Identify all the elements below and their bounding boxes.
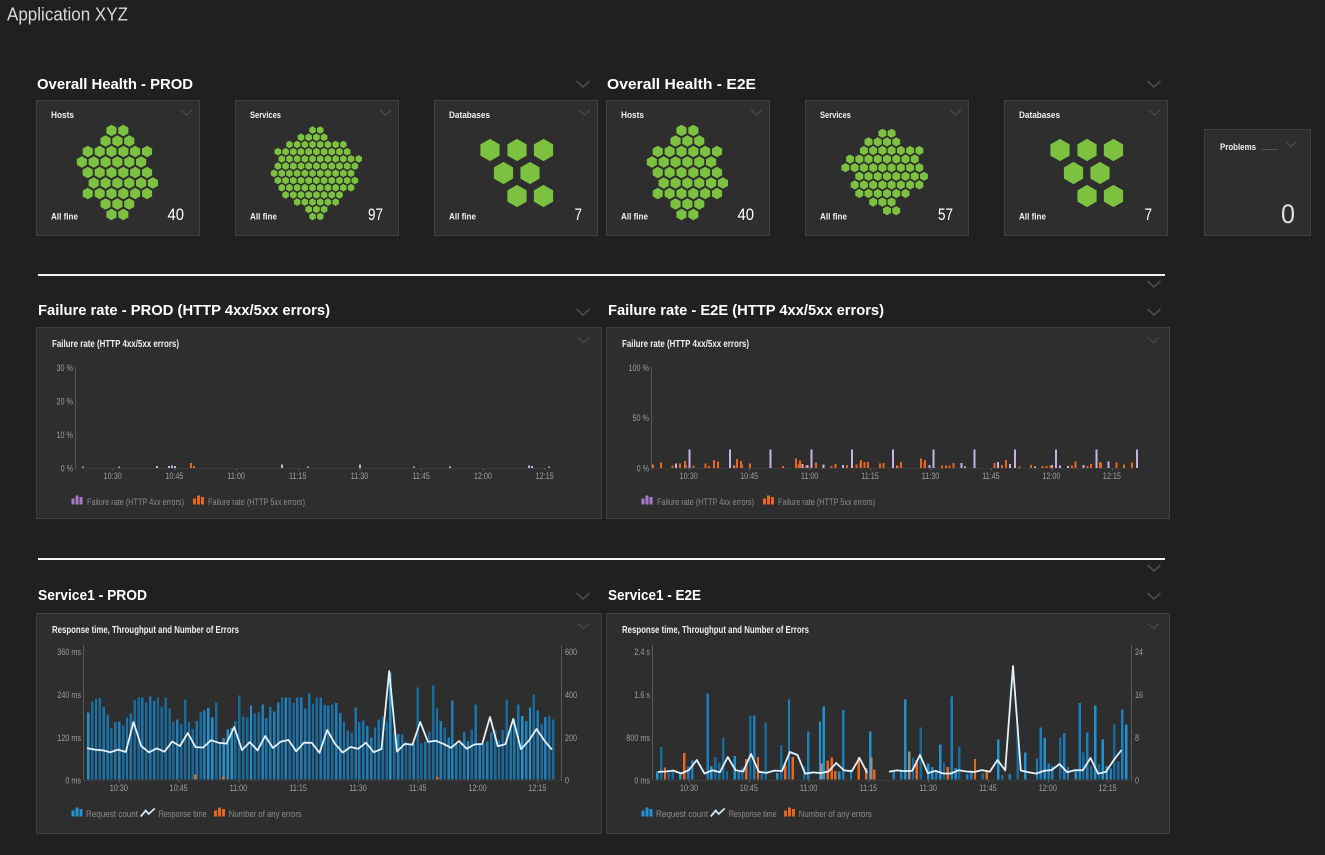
svg-text:10:45: 10:45 (740, 783, 758, 794)
svg-text:24: 24 (1135, 647, 1143, 658)
svg-text:10 %: 10 % (57, 430, 74, 441)
svg-text:Service1 - E2E: Service1 - E2E (608, 587, 701, 604)
svg-text:11:30: 11:30 (922, 471, 940, 482)
svg-text:16: 16 (1135, 690, 1143, 701)
svg-text:All fine: All fine (51, 212, 78, 223)
svg-text:11:15: 11:15 (289, 783, 307, 794)
svg-text:11:45: 11:45 (979, 783, 997, 794)
svg-text:10:30: 10:30 (104, 471, 122, 482)
svg-text:Problems: Problems (1220, 142, 1256, 153)
svg-text:360 ms: 360 ms (57, 647, 81, 658)
svg-text:0: 0 (1135, 776, 1139, 787)
svg-text:Failure rate (HTTP 4xx/5xx err: Failure rate (HTTP 4xx/5xx errors) (622, 338, 749, 350)
svg-text:57: 57 (938, 206, 953, 224)
svg-text:100 %: 100 % (629, 363, 650, 374)
svg-text:All fine: All fine (449, 212, 476, 223)
svg-text:0: 0 (1281, 199, 1295, 229)
svg-text:Response time, Throughput and: Response time, Throughput and Number of … (52, 624, 239, 636)
svg-text:11:15: 11:15 (860, 783, 878, 794)
svg-text:Overall Health - PROD: Overall Health - PROD (37, 76, 193, 93)
svg-text:12:00: 12:00 (1039, 783, 1057, 794)
svg-text:97: 97 (368, 206, 383, 224)
svg-text:12:15: 12:15 (1103, 471, 1121, 482)
svg-text:0 %: 0 % (61, 464, 74, 475)
svg-text:10:30: 10:30 (110, 783, 128, 794)
svg-text:8: 8 (1135, 733, 1139, 744)
svg-text:All fine: All fine (250, 212, 277, 223)
svg-text:Services: Services (250, 110, 281, 121)
svg-text:7: 7 (575, 206, 583, 224)
svg-text:Application XYZ: Application XYZ (7, 5, 128, 25)
svg-text:11:45: 11:45 (409, 783, 427, 794)
svg-text:Overall Health - E2E: Overall Health - E2E (607, 76, 756, 93)
svg-text:Failure rate - PROD (HTTP 4xx/: Failure rate - PROD (HTTP 4xx/5xx errors… (38, 302, 330, 319)
svg-text:11:30: 11:30 (919, 783, 937, 794)
svg-text:1.6 s: 1.6 s (634, 690, 650, 701)
svg-text:Request count: Request count (86, 809, 138, 820)
svg-text:Response time: Response time (159, 809, 207, 820)
svg-text:11:00: 11:00 (227, 471, 245, 482)
svg-text:12:15: 12:15 (536, 471, 554, 482)
svg-text:Service1 - PROD: Service1 - PROD (38, 587, 147, 604)
svg-text:30 %: 30 % (57, 363, 74, 374)
svg-text:12:15: 12:15 (528, 783, 546, 794)
svg-text:10:30: 10:30 (680, 471, 698, 482)
svg-text:Number of any errors: Number of any errors (799, 809, 872, 820)
svg-text:12:00: 12:00 (469, 783, 487, 794)
svg-text:12:00: 12:00 (474, 471, 492, 482)
svg-text:Databases: Databases (449, 110, 490, 121)
svg-text:Databases: Databases (1019, 110, 1060, 121)
svg-text:0 %: 0 % (637, 464, 650, 475)
svg-text:Hosts: Hosts (51, 110, 74, 121)
svg-text:Failure rate (HTTP 5xx errors): Failure rate (HTTP 5xx errors) (778, 497, 875, 508)
svg-text:All fine: All fine (820, 212, 847, 223)
svg-text:Services: Services (820, 110, 851, 121)
svg-text:11:30: 11:30 (349, 783, 367, 794)
svg-text:Failure rate - E2E (HTTP 4xx/5: Failure rate - E2E (HTTP 4xx/5xx errors) (608, 302, 884, 319)
svg-text:Response time, Throughput and: Response time, Throughput and Number of … (622, 624, 809, 636)
svg-text:10:45: 10:45 (165, 471, 183, 482)
svg-text:11:15: 11:15 (861, 471, 879, 482)
svg-text:600: 600 (565, 647, 577, 658)
svg-text:11:00: 11:00 (230, 783, 248, 794)
svg-text:Failure rate (HTTP 5xx errors): Failure rate (HTTP 5xx errors) (208, 497, 305, 508)
svg-text:11:00: 11:00 (801, 471, 819, 482)
svg-text:800 ms: 800 ms (626, 733, 650, 744)
svg-text:Failure rate (HTTP 4xx errors): Failure rate (HTTP 4xx errors) (657, 497, 754, 508)
svg-text:12:15: 12:15 (1099, 783, 1117, 794)
svg-text:11:45: 11:45 (412, 471, 430, 482)
svg-text:7: 7 (1145, 206, 1153, 224)
svg-text:10:45: 10:45 (740, 471, 758, 482)
svg-text:10:30: 10:30 (680, 783, 698, 794)
svg-text:Number of any errors: Number of any errors (229, 809, 302, 820)
svg-text:50 %: 50 % (633, 413, 650, 424)
svg-text:12:00: 12:00 (1042, 471, 1060, 482)
svg-text:400: 400 (565, 690, 577, 701)
svg-text:200: 200 (565, 733, 577, 744)
svg-text:0: 0 (565, 776, 569, 787)
svg-text:11:30: 11:30 (351, 471, 369, 482)
svg-text:11:45: 11:45 (982, 471, 1000, 482)
svg-text:0 ms: 0 ms (65, 776, 81, 787)
svg-text:10:45: 10:45 (170, 783, 188, 794)
svg-text:Hosts: Hosts (621, 110, 644, 121)
svg-text:40: 40 (738, 206, 755, 224)
svg-text:Failure rate (HTTP 4xx/5xx err: Failure rate (HTTP 4xx/5xx errors) (52, 338, 179, 350)
svg-text:40: 40 (168, 206, 185, 224)
svg-text:All fine: All fine (1019, 212, 1046, 223)
svg-text:120 ms: 120 ms (57, 733, 81, 744)
svg-text:Response time: Response time (729, 809, 777, 820)
svg-text:Request count: Request count (656, 809, 708, 820)
svg-text:All fine: All fine (621, 212, 648, 223)
svg-text:20 %: 20 % (57, 397, 74, 408)
svg-text:0 ms: 0 ms (634, 776, 650, 787)
svg-text:11:00: 11:00 (800, 783, 818, 794)
svg-text:240 ms: 240 ms (57, 690, 81, 701)
svg-text:11:15: 11:15 (289, 471, 307, 482)
svg-text:2.4 s: 2.4 s (634, 647, 650, 658)
svg-text:Failure rate (HTTP 4xx errors): Failure rate (HTTP 4xx errors) (87, 497, 184, 508)
